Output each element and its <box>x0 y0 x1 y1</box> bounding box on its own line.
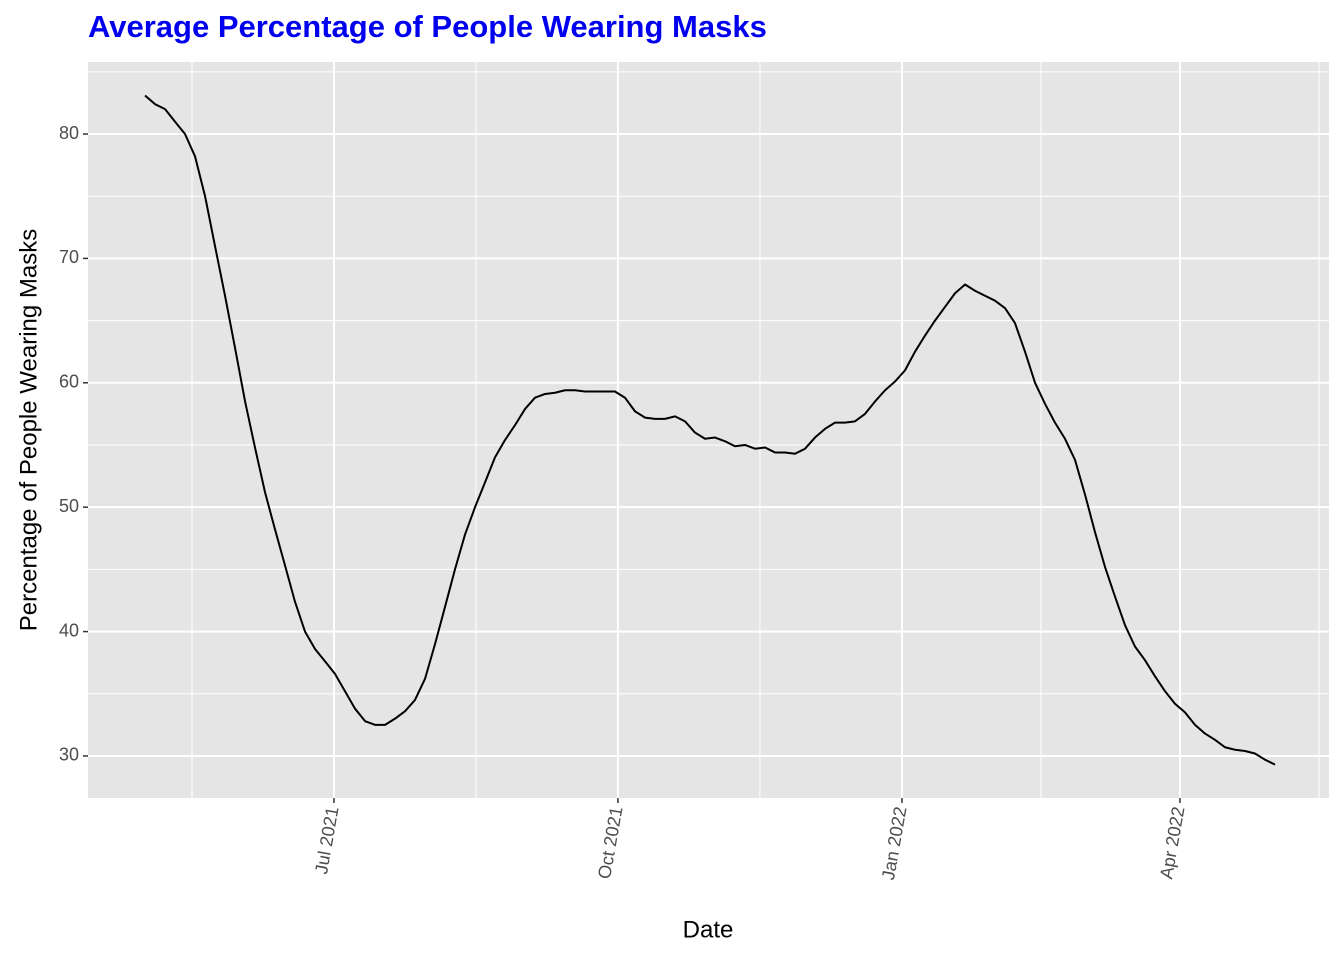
chart-title: Average Percentage of People Wearing Mas… <box>88 9 767 44</box>
x-tick-label: Apr 2022 <box>1156 805 1188 880</box>
plot-panel <box>88 62 1329 798</box>
y-tick-label: 30 <box>59 745 79 765</box>
y-tick-label: 60 <box>59 372 79 392</box>
x-tick-label: Jan 2022 <box>878 805 911 881</box>
data-line <box>144 94 1276 766</box>
y-tick-label: 70 <box>59 247 79 267</box>
x-tick-label: Jul 2021 <box>311 805 343 876</box>
y-tick-label: 50 <box>59 496 79 516</box>
y-tick-label: 80 <box>59 123 79 143</box>
x-tick-label: Oct 2021 <box>594 805 626 880</box>
y-tick-label: 40 <box>59 620 79 640</box>
y-axis-title: Percentage of People Wearing Masks <box>15 229 42 631</box>
x-axis-title: Date <box>683 916 734 943</box>
